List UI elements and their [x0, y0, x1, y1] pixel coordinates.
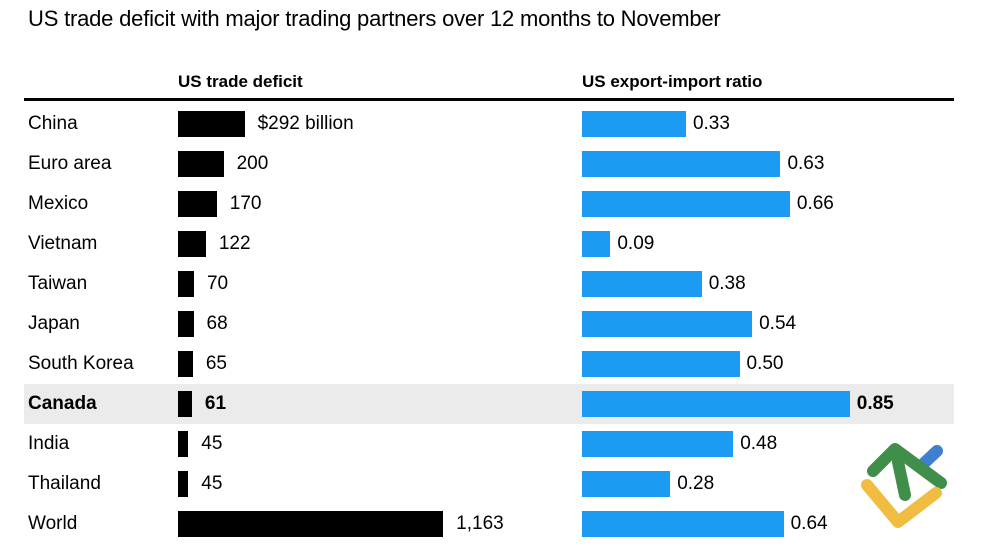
ratio-bar — [582, 471, 671, 497]
row-label: Vietnam — [28, 233, 98, 254]
deficit-bar — [178, 511, 444, 537]
deficit-value: 45 — [201, 433, 223, 454]
row-label: South Korea — [28, 353, 134, 374]
deficit-value: 70 — [206, 273, 229, 294]
row-label: Mexico — [28, 193, 89, 214]
deficit-bar — [178, 311, 194, 337]
ratio-bar — [582, 151, 781, 177]
header-rule — [24, 98, 954, 101]
row-label: Japan — [28, 313, 80, 334]
ratio-bar — [582, 431, 734, 457]
table-row: Canada 61 0.85 — [24, 384, 954, 424]
row-label: India — [28, 433, 70, 454]
column-header-deficit: US trade deficit — [178, 72, 303, 91]
row-label: Taiwan — [28, 273, 88, 294]
column-header-ratio: US export-import ratio — [582, 72, 763, 91]
deficit-bar — [178, 471, 189, 497]
table-row: Vietnam 122 0.09 — [24, 224, 954, 264]
ratio-value: 0.63 — [787, 153, 825, 174]
deficit-value: 1,163 — [456, 513, 504, 534]
chart-title: US trade deficit with major trading part… — [28, 6, 721, 31]
deficit-bar — [178, 111, 245, 137]
ratio-bar — [582, 111, 686, 137]
row-label: Thailand — [28, 473, 101, 494]
deficit-bar — [178, 431, 189, 457]
ratio-value: 0.66 — [796, 193, 834, 214]
deficit-bar — [178, 271, 194, 297]
ratio-bar — [582, 511, 784, 537]
deficit-value: 68 — [206, 313, 228, 334]
deficit-bar — [178, 151, 224, 177]
row-label: China — [28, 113, 78, 134]
deficit-bar — [178, 391, 192, 417]
logo-green-stroke — [867, 443, 947, 489]
ratio-value: 0.48 — [740, 433, 778, 454]
table-row: Japan 68 0.54 — [24, 304, 954, 344]
deficit-bar — [178, 231, 206, 257]
ratio-value: 0.54 — [759, 313, 797, 334]
liteforex-logo — [861, 443, 947, 528]
ratio-value: 0.50 — [746, 353, 784, 374]
ratio-bar — [582, 311, 753, 337]
ratio-value: 0.09 — [617, 233, 655, 254]
deficit-value: 200 — [236, 153, 269, 174]
row-label: Euro area — [28, 153, 112, 174]
logo-yellow-check — [861, 479, 942, 528]
ratio-bar — [582, 191, 790, 217]
deficit-bar — [178, 191, 217, 217]
deficit-value: 45 — [201, 473, 223, 494]
deficit-value: 122 — [218, 233, 251, 254]
ratio-value: 0.38 — [708, 273, 746, 294]
table-row: Mexico 170 0.66 — [24, 184, 954, 224]
deficit-value: 65 — [205, 353, 227, 374]
deficit-value: 170 — [229, 193, 262, 214]
table-row: Taiwan 70 0.38 — [24, 264, 954, 304]
table-row: World 1,163 0.64 — [24, 504, 954, 544]
row-label: Canada — [28, 393, 97, 414]
deficit-value: $292 billion — [257, 113, 354, 134]
table-row: Thailand 45 0.28 — [24, 464, 954, 504]
ratio-value: 0.85 — [856, 393, 894, 414]
deficit-value: 61 — [204, 393, 227, 414]
table-row: China $292 billion 0.33 — [24, 104, 954, 144]
deficit-bar — [178, 351, 193, 377]
table-row: India 45 0.48 — [24, 424, 954, 464]
ratio-bar — [582, 271, 702, 297]
table-row: Euro area 200 0.63 — [24, 144, 954, 184]
row-label: World — [28, 513, 78, 534]
ratio-value: 0.33 — [692, 113, 730, 134]
table-row: South Korea 65 0.50 — [24, 344, 954, 384]
logo-green-stem — [892, 456, 911, 501]
ratio-bar — [582, 231, 611, 257]
ratio-bar — [582, 391, 850, 417]
ratio-bar — [582, 351, 740, 377]
ratio-value: 0.64 — [790, 513, 828, 534]
ratio-value: 0.28 — [677, 473, 715, 494]
